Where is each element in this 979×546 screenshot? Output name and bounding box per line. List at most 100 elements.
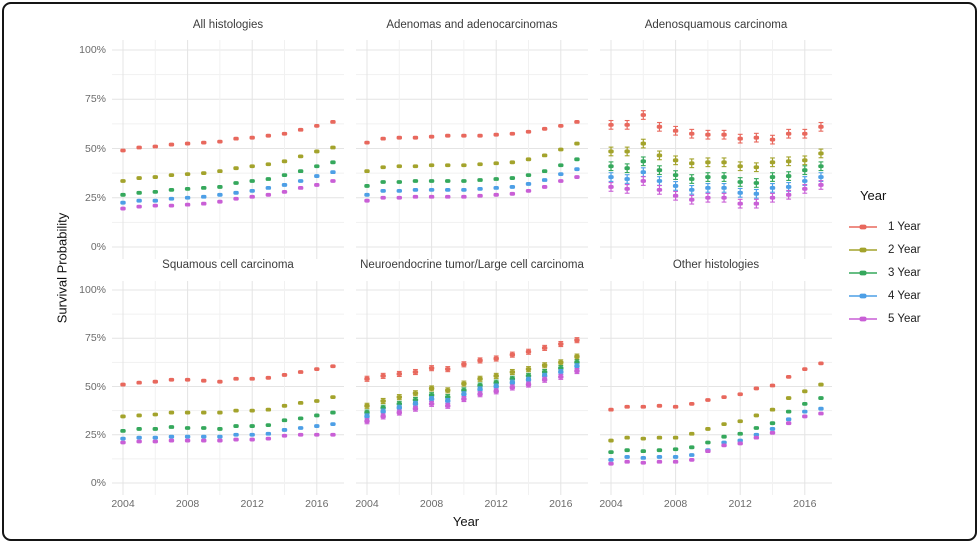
- data-point: [705, 449, 711, 454]
- data-point: [412, 194, 419, 199]
- data-point: [541, 178, 548, 182]
- data-point: [689, 131, 695, 136]
- data-point: [477, 162, 483, 167]
- data-point: [525, 188, 532, 193]
- data-point: [445, 163, 451, 168]
- y-tick-label: 0%: [90, 477, 106, 489]
- data-point: [477, 178, 483, 182]
- y-tick-label: 75%: [84, 93, 106, 106]
- data-point: [314, 174, 320, 178]
- data-point: [721, 160, 727, 165]
- data-point: [217, 199, 223, 204]
- y-tick-label: 25%: [84, 191, 106, 204]
- data-point: [574, 354, 580, 359]
- data-point: [136, 204, 142, 209]
- data-point: [672, 459, 679, 464]
- data-point: [120, 414, 126, 419]
- data-point: [689, 457, 695, 462]
- data-point: [201, 186, 207, 190]
- data-point: [281, 403, 288, 408]
- legend-item: 1 Year: [846, 215, 972, 238]
- x-tick-label: 2004: [111, 498, 135, 510]
- data-point: [184, 186, 191, 191]
- data-point: [721, 195, 727, 200]
- data-point: [380, 180, 386, 184]
- legend-key-icon: [849, 224, 877, 229]
- data-point: [217, 438, 223, 443]
- data-point: [297, 432, 304, 437]
- data-point: [509, 176, 516, 180]
- data-point: [314, 164, 320, 169]
- facet-panel: [112, 281, 344, 495]
- data-point: [785, 417, 792, 422]
- data-point: [818, 411, 824, 416]
- data-point: [541, 363, 548, 368]
- data-point: [136, 427, 142, 431]
- data-point: [120, 192, 126, 197]
- data-point: [184, 195, 191, 200]
- data-point: [201, 194, 207, 199]
- data-point: [689, 453, 695, 457]
- data-point: [314, 183, 320, 187]
- data-point: [297, 370, 304, 374]
- data-point: [364, 403, 370, 408]
- facet-title: Other histologies: [672, 259, 760, 271]
- data-point: [493, 177, 499, 181]
- data-point: [477, 358, 483, 363]
- data-point: [818, 396, 824, 400]
- data-point: [753, 386, 760, 391]
- data-point: [428, 401, 435, 406]
- data-point: [608, 164, 614, 169]
- data-point: [608, 457, 614, 462]
- data-point: [769, 407, 776, 412]
- data-point: [136, 413, 142, 418]
- data-point: [493, 373, 499, 378]
- data-point: [445, 403, 451, 408]
- data-point: [428, 187, 435, 192]
- x-tick-label: 2012: [484, 498, 508, 510]
- data-point: [640, 159, 646, 164]
- data-point: [380, 414, 386, 419]
- data-point: [558, 360, 564, 365]
- data-point: [428, 386, 435, 391]
- data-point: [493, 192, 499, 197]
- data-point: [120, 436, 126, 441]
- data-point: [168, 187, 175, 192]
- data-point: [624, 455, 630, 459]
- data-point: [380, 399, 386, 403]
- data-point: [445, 399, 451, 403]
- data-point: [509, 380, 516, 385]
- data-point: [608, 149, 614, 154]
- data-point: [168, 425, 175, 429]
- data-point: [364, 198, 370, 203]
- data-point: [281, 173, 288, 177]
- data-point: [217, 379, 223, 384]
- data-point: [624, 177, 630, 181]
- legend-item: 4 Year: [846, 284, 972, 307]
- data-point: [396, 180, 402, 184]
- data-point: [705, 186, 711, 190]
- data-point: [705, 160, 711, 165]
- data-point: [249, 179, 255, 183]
- data-point: [672, 447, 679, 452]
- data-point: [493, 384, 499, 389]
- facet-title: Neuroendocrine tumor/Large cell carcinom…: [360, 259, 584, 271]
- data-point: [265, 436, 272, 441]
- data-point: [818, 382, 824, 387]
- legend-item: 5 Year: [846, 307, 972, 330]
- data-point: [753, 165, 760, 170]
- data-point: [753, 432, 760, 437]
- data-point: [412, 179, 419, 183]
- data-point: [802, 409, 808, 414]
- data-point: [769, 160, 776, 165]
- data-point: [737, 431, 743, 436]
- data-point: [233, 376, 239, 381]
- x-tick-label: 2012: [240, 498, 264, 510]
- data-point: [184, 434, 191, 439]
- data-point: [672, 184, 679, 188]
- data-point: [672, 435, 679, 440]
- data-point: [672, 158, 679, 163]
- data-point: [608, 450, 614, 455]
- data-point: [558, 163, 564, 168]
- data-point: [656, 459, 663, 464]
